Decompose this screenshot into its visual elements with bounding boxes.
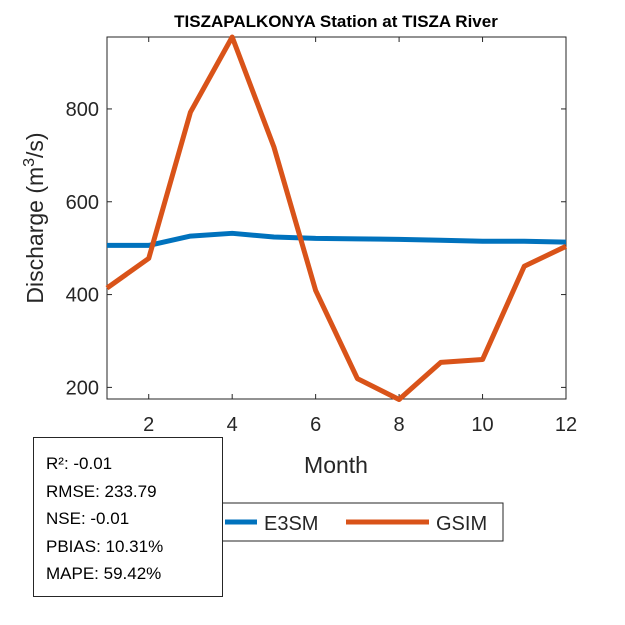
y-tick-label: 600 <box>66 192 99 214</box>
legend: E3SM GSIM <box>169 502 504 542</box>
chart-title: TISZAPALKONYA Station at TISZA River <box>174 12 498 31</box>
x-tick-label: 12 <box>555 414 577 436</box>
x-tick-label: 10 <box>471 414 493 436</box>
series-lines <box>105 34 568 402</box>
stat-nse: NSE: -0.01 <box>46 509 130 528</box>
stats-box: R²: -0.01 RMSE: 233.79 NSE: -0.01 PBIAS:… <box>33 437 223 597</box>
stat-r2: R²: -0.01 <box>46 454 113 473</box>
y-tick-label: 400 <box>66 285 99 307</box>
x-tick-label: 6 <box>310 414 321 436</box>
stat-pbias: PBIAS: 10.31% <box>46 536 164 556</box>
legend-label-gsim: GSIM <box>436 513 487 535</box>
x-tick-label: 4 <box>227 414 238 436</box>
legend-label-e3sm: E3SM <box>264 513 318 535</box>
x-axis-label: Month <box>304 452 368 478</box>
stat-rmse: RMSE: 233.79 <box>46 481 157 501</box>
y-axis-label: Discharge (m3/s) <box>21 132 48 303</box>
series-line-e3sm <box>107 230 567 248</box>
y-tick-label: 800 <box>66 99 99 121</box>
x-tick-label: 8 <box>394 414 405 436</box>
x-tick-label: 2 <box>143 414 154 436</box>
series-line-gsim <box>105 34 568 402</box>
y-tick-label: 200 <box>66 377 99 399</box>
plot-area <box>106 36 567 400</box>
stat-mape: MAPE: 59.42% <box>46 564 162 583</box>
